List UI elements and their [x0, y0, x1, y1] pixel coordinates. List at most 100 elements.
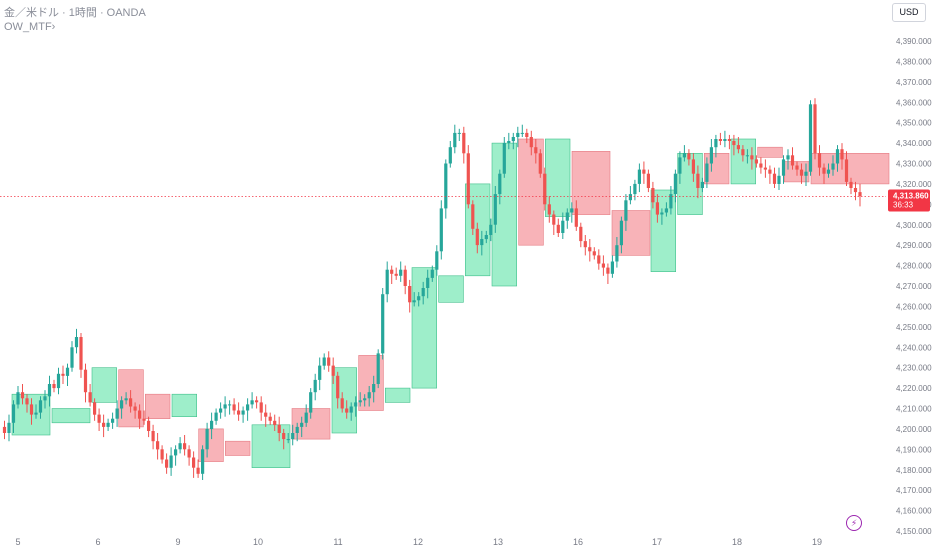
candle-body[interactable]: [507, 141, 511, 143]
candle-body[interactable]: [38, 400, 43, 413]
candle-body[interactable]: [723, 139, 727, 141]
candle-body[interactable]: [565, 212, 569, 221]
candle-body[interactable]: [642, 169, 646, 174]
candle-body[interactable]: [327, 357, 331, 366]
candle-body[interactable]: [133, 406, 137, 411]
candle-body[interactable]: [691, 159, 695, 174]
candle-body[interactable]: [493, 194, 497, 225]
candle-body[interactable]: [192, 457, 196, 468]
candle-body[interactable]: [259, 402, 263, 413]
candle-body[interactable]: [579, 226, 583, 242]
candle-body[interactable]: [430, 269, 434, 278]
candle-body[interactable]: [169, 455, 173, 468]
candle-body[interactable]: [102, 422, 106, 427]
candle-body[interactable]: [156, 441, 160, 450]
candle-body[interactable]: [777, 175, 781, 184]
candle-body[interactable]: [678, 157, 682, 174]
candle-body[interactable]: [525, 132, 529, 137]
candle-body[interactable]: [79, 337, 83, 370]
candle-body[interactable]: [813, 104, 817, 154]
candle-body[interactable]: [273, 420, 277, 425]
candle-body[interactable]: [556, 224, 560, 233]
candle-body[interactable]: [601, 263, 605, 268]
candle-body[interactable]: [606, 267, 610, 274]
candle-body[interactable]: [736, 145, 740, 150]
candle-body[interactable]: [520, 132, 524, 134]
candle-body[interactable]: [106, 422, 110, 427]
candle-body[interactable]: [61, 373, 65, 376]
candle-body[interactable]: [426, 277, 430, 288]
bolt-icon[interactable]: ⚡: [846, 515, 862, 531]
candle-body[interactable]: [651, 188, 655, 203]
candle-body[interactable]: [646, 173, 650, 188]
candle-body[interactable]: [480, 239, 484, 246]
candle-body[interactable]: [403, 269, 407, 286]
candle-body[interactable]: [547, 204, 551, 215]
candle-body[interactable]: [210, 420, 214, 429]
candle-body[interactable]: [763, 167, 767, 170]
candle-body[interactable]: [97, 414, 101, 423]
candle-body[interactable]: [111, 418, 115, 423]
candle-body[interactable]: [511, 137, 515, 142]
candle-body[interactable]: [34, 412, 38, 415]
candle-body[interactable]: [331, 365, 335, 376]
candle-body[interactable]: [826, 169, 831, 174]
candle-body[interactable]: [228, 404, 232, 406]
candle-body[interactable]: [250, 400, 254, 405]
candle-body[interactable]: [750, 155, 754, 160]
candle-body[interactable]: [471, 204, 475, 229]
candle-body[interactable]: [457, 132, 461, 134]
candle-body[interactable]: [786, 155, 790, 160]
candle-body[interactable]: [336, 375, 340, 399]
candle-body[interactable]: [669, 194, 673, 209]
candle-body[interactable]: [628, 194, 632, 201]
candle-body[interactable]: [237, 410, 241, 415]
candle-body[interactable]: [74, 337, 79, 348]
candle-body[interactable]: [858, 192, 862, 197]
candle-body[interactable]: [124, 398, 128, 401]
candle-body[interactable]: [340, 398, 344, 409]
candle-body[interactable]: [219, 408, 223, 413]
candle-body[interactable]: [660, 212, 664, 215]
candle-body[interactable]: [439, 208, 443, 252]
candle-body[interactable]: [610, 261, 614, 274]
candle-body[interactable]: [453, 132, 457, 148]
candle-body[interactable]: [817, 153, 822, 168]
candle-body[interactable]: [714, 139, 718, 148]
candle-body[interactable]: [502, 143, 506, 174]
candle-body[interactable]: [20, 392, 25, 399]
candle-body[interactable]: [709, 147, 713, 164]
candle-body[interactable]: [781, 159, 786, 176]
candle-body[interactable]: [408, 286, 412, 303]
candle-body[interactable]: [795, 165, 799, 170]
candle-body[interactable]: [295, 426, 299, 433]
candle-body[interactable]: [83, 369, 88, 393]
candle-body[interactable]: [732, 141, 736, 146]
candle-body[interactable]: [196, 467, 200, 474]
candle-body[interactable]: [318, 365, 322, 380]
candle-body[interactable]: [349, 406, 353, 413]
candle-body[interactable]: [534, 147, 538, 154]
candle-body[interactable]: [435, 251, 439, 270]
candle-body[interactable]: [462, 132, 466, 154]
candle-body[interactable]: [345, 408, 349, 413]
candle-body[interactable]: [597, 255, 601, 264]
candle-body[interactable]: [682, 153, 686, 158]
candle-body[interactable]: [300, 422, 304, 427]
candle-body[interactable]: [615, 245, 619, 262]
candle-body[interactable]: [214, 412, 218, 421]
candle-body[interactable]: [835, 149, 840, 164]
candle-body[interactable]: [574, 208, 578, 227]
candle-body[interactable]: [727, 139, 731, 141]
candle-body[interactable]: [484, 235, 488, 240]
candle-body[interactable]: [142, 418, 146, 421]
candle-body[interactable]: [363, 398, 367, 401]
candle-body[interactable]: [291, 433, 295, 440]
candle-body[interactable]: [394, 273, 398, 276]
candle-body[interactable]: [543, 173, 547, 205]
candle-body[interactable]: [174, 449, 178, 456]
candle-body[interactable]: [147, 420, 151, 431]
candle-body[interactable]: [808, 104, 813, 172]
indicator-name[interactable]: OW_MTF: [4, 21, 52, 33]
